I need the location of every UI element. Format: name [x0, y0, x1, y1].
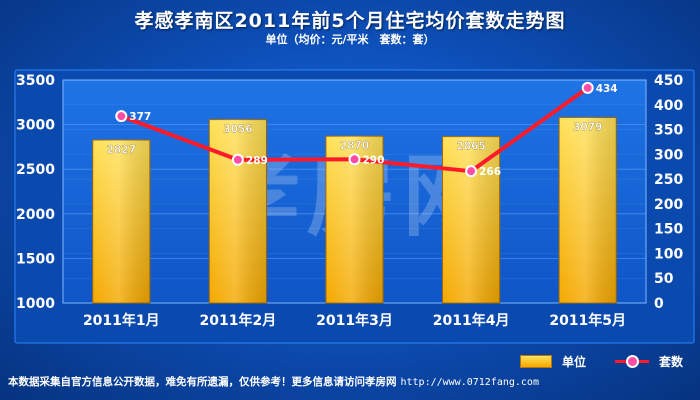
bar-shade: [209, 119, 267, 303]
chart-subtitle: 单位（均价：元/平米 套数：套）: [265, 33, 435, 46]
bar-shade: [442, 136, 500, 303]
y-right-tick-label: 150: [654, 222, 683, 238]
line-marker: [581, 81, 594, 94]
chart-title: 孝感孝南区2011年前5个月住宅均价套数走势图: [134, 10, 566, 32]
line-value-label: 290: [363, 154, 385, 166]
y-right-tick-label: 100: [654, 246, 683, 262]
bar-shade: [92, 140, 150, 303]
bar-value-label: 3056: [223, 124, 252, 136]
line-marker: [465, 165, 478, 178]
x-tick-label: 2011年4月: [433, 312, 510, 329]
footer-note: 本数据采集自官方信息公开数据，难免有所遗漏，仅供参考！更多信息请访问孝房网 htt…: [8, 374, 608, 389]
legend-line-label: 套数: [659, 355, 684, 369]
y-left-tick-label: 1000: [16, 296, 55, 312]
bar-value-label: 3079: [573, 122, 602, 134]
y-left-tick-label: 3500: [16, 73, 55, 89]
y-left-tick-label: 2500: [16, 162, 55, 178]
y-right-tick-label: 350: [654, 123, 683, 139]
y-right-tick-label: 200: [654, 197, 683, 213]
line-marker: [231, 153, 244, 166]
line-value-label: 289: [246, 155, 268, 167]
line-value-label: 434: [596, 83, 618, 95]
x-tick-label: 2011年1月: [83, 312, 160, 329]
y-right-tick-label: 0: [654, 296, 664, 312]
y-right-tick-label: 50: [654, 271, 674, 287]
bar-value-label: 2827: [107, 144, 136, 156]
y-left-tick-label: 2000: [16, 207, 55, 223]
legend-bar-label: 单位: [562, 355, 587, 369]
line-value-label: 266: [479, 166, 501, 178]
legend-bar-swatch: [520, 355, 552, 368]
bar-shade: [559, 117, 617, 304]
line-marker: [348, 153, 361, 166]
y-right-tick-label: 450: [654, 73, 683, 89]
y-right-tick-label: 300: [654, 147, 683, 163]
x-tick-label: 2011年2月: [200, 312, 277, 329]
line-marker: [115, 110, 128, 123]
bar-value-label: 2870: [340, 140, 369, 152]
x-tick-label: 2011年5月: [549, 312, 626, 329]
footer-text: 本数据采集自官方信息公开数据，难免有所遗漏，仅供参考！更多信息请访问孝房网: [8, 376, 397, 388]
y-left-tick-label: 3000: [16, 118, 55, 134]
y-right-tick-label: 400: [654, 98, 683, 114]
x-tick-label: 2011年3月: [316, 312, 393, 329]
footer-url[interactable]: http://www.0712fang.com: [400, 377, 539, 388]
legend-marker-swatch: [626, 355, 639, 368]
y-left-tick-label: 1500: [16, 251, 55, 267]
line-value-label: 377: [129, 111, 151, 123]
y-right-tick-label: 250: [654, 172, 683, 188]
bar-value-label: 2865: [456, 141, 485, 153]
